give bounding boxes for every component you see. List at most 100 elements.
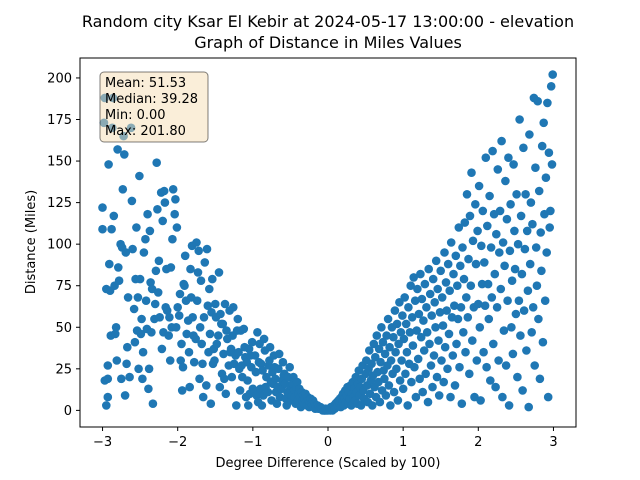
scatter-point [184, 347, 194, 357]
scatter-point [428, 382, 437, 392]
scatter-point [153, 205, 162, 214]
scatter-point [464, 254, 473, 264]
scatter-point [175, 289, 185, 299]
scatter-point [419, 346, 429, 355]
scatter-point [480, 301, 490, 311]
scatter-point [123, 293, 133, 302]
scatter-point [398, 311, 407, 320]
scatter-point [490, 269, 500, 279]
scatter-point [498, 392, 507, 402]
scatter-point [182, 329, 191, 339]
scatter-point [135, 274, 145, 284]
scatter-point [512, 190, 521, 199]
stats-max: Max: 201.80 [105, 124, 186, 139]
scatter-point [437, 356, 446, 365]
scatter-point [401, 369, 410, 379]
scatter-point [514, 296, 524, 306]
scatter-point [478, 206, 488, 216]
scatter-point [537, 266, 546, 276]
x-tick-label: 0 [324, 435, 332, 450]
scatter-point [145, 226, 155, 236]
scatter-point [392, 364, 401, 374]
scatter-point [251, 367, 261, 377]
scatter-point [474, 181, 484, 191]
stats-median: Median: 39.28 [105, 92, 198, 107]
scatter-point [423, 397, 433, 407]
scatter-point [384, 381, 394, 390]
scatter-point [198, 392, 208, 402]
scatter-point [440, 248, 449, 257]
scatter-point [192, 238, 201, 247]
scatter-point [196, 276, 206, 286]
scatter-point [155, 313, 164, 322]
scatter-point [198, 359, 207, 369]
scatter-point [185, 382, 194, 392]
scatter-point [494, 356, 503, 365]
scatter-point [139, 248, 149, 257]
scatter-point [534, 314, 543, 324]
scatter-point [455, 362, 464, 372]
scatter-point [450, 301, 459, 311]
scatter-point [519, 143, 528, 153]
scatter-point [137, 314, 146, 324]
scatter-point [456, 261, 465, 271]
scatter-point [222, 326, 231, 335]
scatter-point [377, 323, 386, 332]
scatter-point [520, 244, 530, 254]
scatter-point [424, 264, 434, 274]
stats-box-background [99, 71, 209, 143]
scatter-point [493, 165, 503, 174]
scatter-point [153, 288, 163, 297]
scatter-point [431, 256, 441, 266]
scatter-point [434, 336, 443, 345]
scatter-point [504, 401, 514, 410]
scatter-point [257, 401, 267, 410]
y-tick-label: 200 [47, 71, 72, 86]
scatter-point [205, 284, 214, 294]
scatter-point [111, 323, 121, 332]
scatter-point [453, 314, 463, 324]
scatter-point [531, 163, 540, 172]
scatter-point [130, 337, 140, 347]
scatter-point [438, 321, 448, 330]
scatter-point [481, 153, 491, 162]
scatter-point [475, 323, 485, 332]
scatter-point [502, 214, 512, 224]
scatter-point [235, 386, 245, 395]
scatter-point [192, 296, 202, 306]
scatter-point [440, 342, 450, 352]
scatter-point [428, 274, 438, 284]
scatter-point [162, 306, 172, 315]
scatter-point [483, 279, 493, 289]
scatter-point [135, 171, 144, 181]
scatter-point [474, 299, 483, 309]
scatter-point [194, 246, 203, 256]
scatter-point [229, 303, 238, 312]
scatter-point [234, 347, 243, 357]
scatter-point [547, 160, 557, 169]
scatter-point [417, 294, 427, 304]
scatter-point [122, 359, 131, 369]
scatter-point [211, 299, 220, 309]
scatter-point [256, 359, 266, 369]
scatter-point [457, 399, 467, 409]
scatter-point [418, 387, 428, 397]
scatter-point [133, 293, 143, 302]
scatter-point [443, 364, 452, 374]
scatter-point [113, 145, 122, 154]
scatter-point [485, 191, 494, 201]
scatter-point [386, 401, 395, 410]
scatter-point [526, 198, 536, 207]
scatter-point [274, 364, 283, 374]
scatter-point [446, 238, 456, 247]
scatter-point [120, 391, 130, 400]
scatter-point [220, 299, 230, 309]
scatter-point [127, 196, 137, 206]
scatter-point [180, 251, 190, 261]
scatter-point [252, 391, 261, 400]
scatter-point [259, 334, 269, 344]
plot-frame [79, 57, 577, 428]
scatter-point [452, 339, 461, 349]
scatter-point [492, 229, 501, 239]
stats-min: Min: 0.00 [105, 108, 166, 123]
